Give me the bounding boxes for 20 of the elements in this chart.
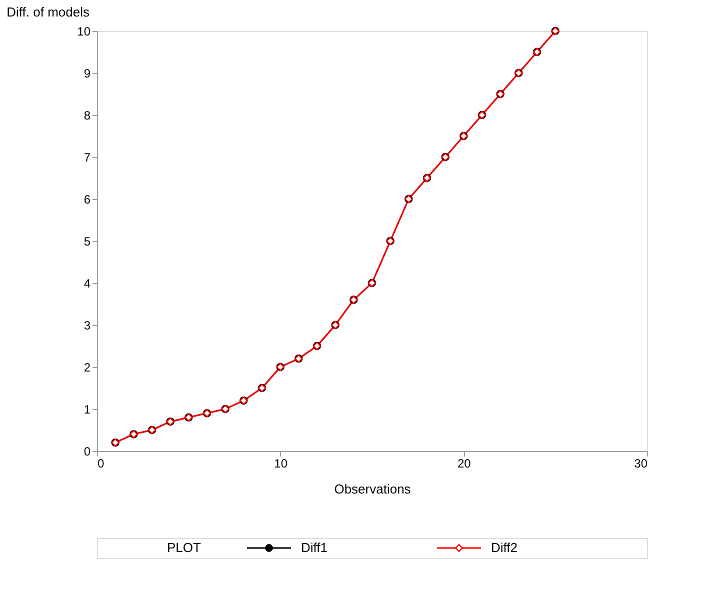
- y-tick-label: 5: [84, 234, 91, 248]
- y-tick-label: 1: [84, 402, 91, 416]
- legend-label: Diff1: [301, 540, 328, 555]
- y-tick-label: 8: [84, 108, 91, 122]
- x-tick-label: 30: [634, 456, 648, 470]
- y-axis-title: Diff. of models: [6, 4, 90, 20]
- x-tick-label: 10: [274, 456, 288, 470]
- x-tick-label: 0: [98, 456, 104, 470]
- legend-label: Diff2: [491, 540, 518, 555]
- legend-title: PLOT: [167, 540, 202, 555]
- y-tick-label: 10: [77, 24, 91, 38]
- y-tick-label: 0: [84, 444, 91, 458]
- y-tick-label: 2: [84, 360, 91, 374]
- y-tick-label: 3: [84, 318, 91, 332]
- x-axis-title: Observations: [334, 482, 412, 496]
- x-tick-label: 20: [457, 456, 472, 470]
- y-tick-label: 9: [84, 66, 91, 80]
- y-tick-label: 7: [84, 150, 91, 164]
- y-tick-label: 4: [84, 276, 91, 290]
- y-tick-label: 6: [84, 192, 91, 206]
